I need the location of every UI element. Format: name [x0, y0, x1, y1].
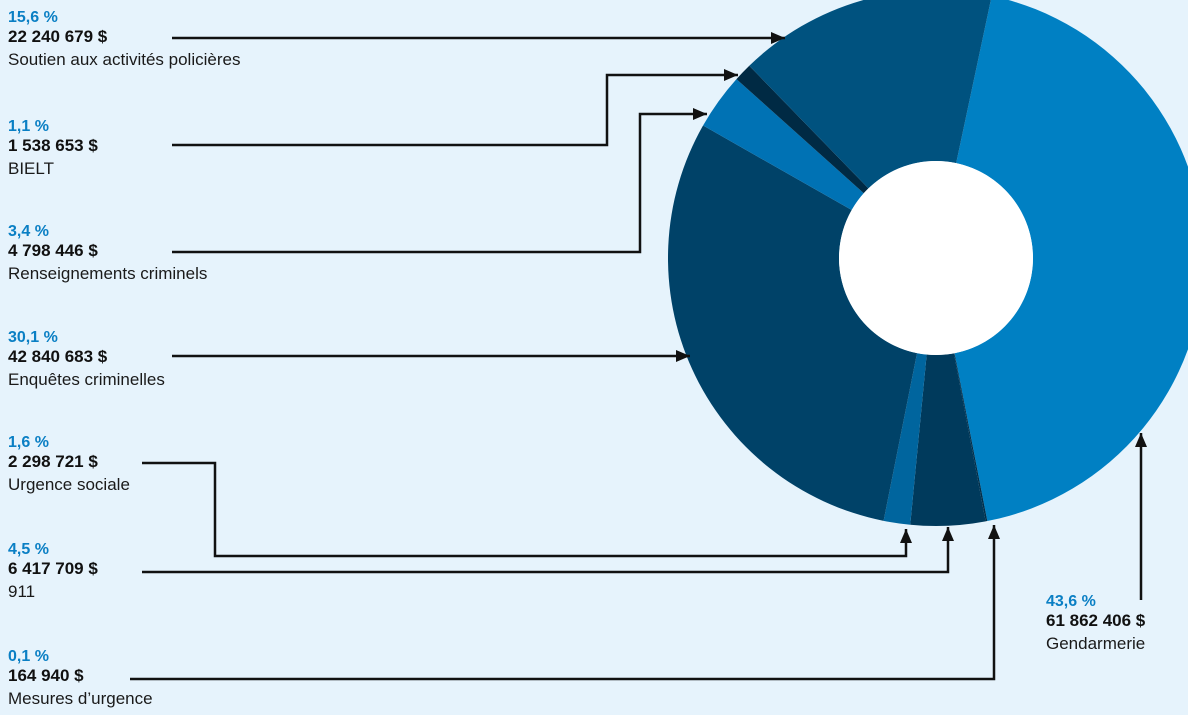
amount-label: 1 538 653 $	[8, 136, 98, 156]
donut-slices	[668, 0, 1188, 526]
donut-slice-1	[954, 0, 1188, 522]
connector-911	[142, 527, 950, 574]
percent-label: 1,1 %	[8, 118, 49, 135]
connector-soutien-arrowhead	[771, 32, 785, 44]
percent-label: 0,1 %	[8, 648, 49, 665]
connector-mesures-urgence	[130, 525, 996, 681]
label-bielt: 1,1 % 1 538 653 $ BIELT	[8, 117, 98, 179]
segment-name: Soutien aux activités policières	[8, 49, 241, 69]
amount-label: 6 417 709 $	[8, 559, 98, 579]
segment-name: Enquêtes criminelles	[8, 369, 165, 389]
connector-bielt-arrowhead	[724, 69, 738, 81]
donut-slice-6	[703, 79, 864, 211]
label-mesures-urgence: 0,1 % 164 940 $ Mesures d’urgence	[8, 647, 153, 709]
label-renseignements: 3,4 % 4 798 446 $ Renseignements crimine…	[8, 222, 207, 284]
amount-label: 164 940 $	[8, 666, 84, 686]
segment-name: Gendarmerie	[1046, 633, 1146, 653]
label-soutien: 15,6 % 22 240 679 $ Soutien aux activité…	[8, 8, 240, 70]
amount-label: 42 840 683 $	[8, 347, 108, 367]
percent-label: 3,4 %	[8, 223, 49, 240]
connector-urgence-sociale-arrowhead	[900, 529, 912, 543]
percent-label: 1,6 %	[8, 434, 49, 451]
connector-bielt	[172, 73, 738, 147]
connector-lines	[130, 32, 1147, 681]
label-enquetes: 30,1 % 42 840 683 $ Enquêtes criminelles	[8, 328, 165, 390]
percent-label: 30,1 %	[8, 329, 58, 346]
donut-slice-5	[668, 125, 918, 521]
amount-label: 2 298 721 $	[8, 452, 98, 472]
donut-hole	[839, 161, 1033, 355]
segment-name: BIELT	[8, 158, 54, 178]
connector-911-arrowhead	[942, 527, 954, 541]
connector-enquetes-arrowhead	[676, 350, 690, 362]
donut-slice-8	[749, 0, 991, 189]
segment-name: Urgence sociale	[8, 474, 130, 494]
label-urgence-sociale: 1,6 % 2 298 721 $ Urgence sociale	[8, 433, 130, 495]
connector-renseignements-arrowhead	[693, 108, 707, 120]
amount-label: 61 862 406 $	[1046, 611, 1146, 631]
donut-slice-4	[883, 353, 927, 525]
amount-label: 4 798 446 $	[8, 241, 98, 261]
amount-label: 22 240 679 $	[8, 27, 108, 47]
connector-renseignements	[172, 112, 707, 254]
percent-label: 4,5 %	[8, 541, 49, 558]
donut-slice-2	[953, 353, 988, 522]
connector-urgence-sociale	[142, 461, 908, 558]
segment-name: Mesures d’urgence	[8, 688, 153, 708]
label-gendarmerie: 43,6 % 61 862 406 $ Gendarmerie	[1046, 592, 1145, 654]
segment-name: Renseignements criminels	[8, 263, 208, 283]
connector-gendarmerie-arrowhead	[1135, 433, 1147, 447]
percent-label: 43,6 %	[1046, 593, 1096, 610]
label-911: 4,5 % 6 417 709 $ 911	[8, 540, 98, 602]
connector-mesures-urgence-arrowhead	[988, 525, 1000, 539]
donut-slice-7	[736, 65, 869, 194]
segment-name: 911	[8, 581, 36, 601]
percent-label: 15,6 %	[8, 9, 58, 26]
donut-slice-3	[910, 353, 986, 526]
